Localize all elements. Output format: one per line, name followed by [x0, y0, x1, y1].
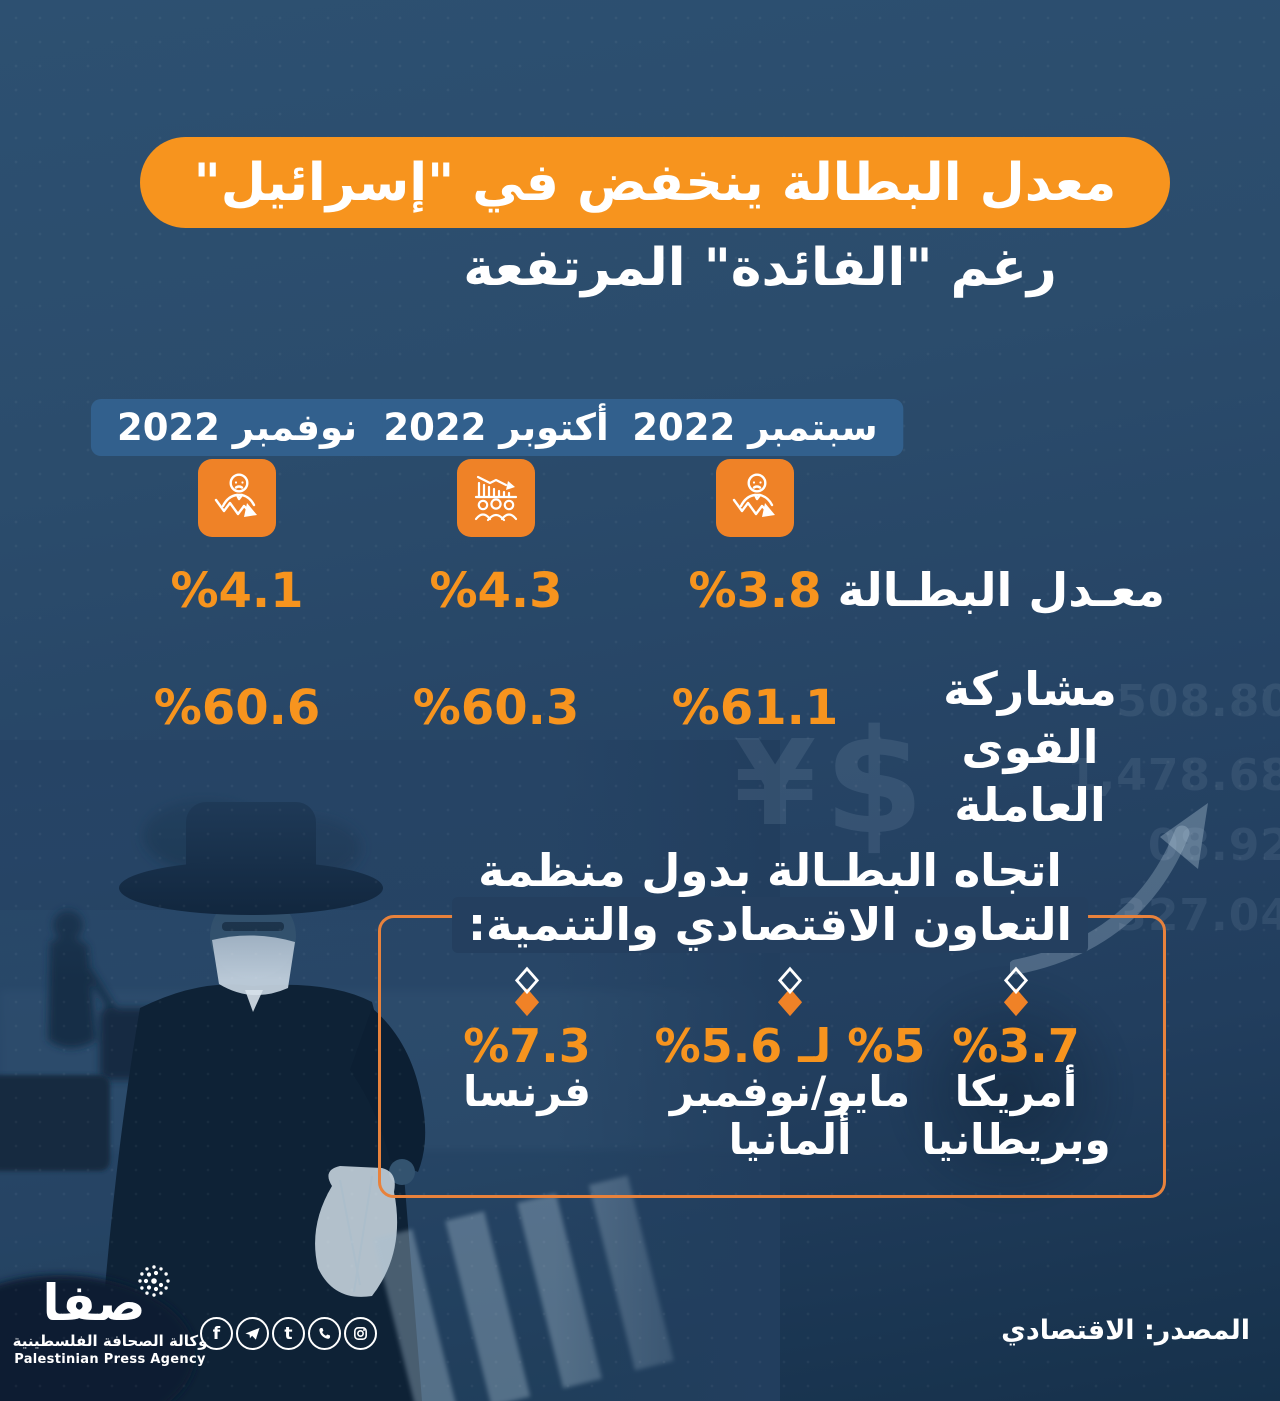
oecd-label-germany: ألمانيا: [728, 1115, 852, 1164]
telegram-icon[interactable]: [236, 1317, 269, 1350]
logo-caption-arabic: وكالة الصحافة الفلسطينية: [12, 1332, 208, 1350]
oecd-label-america: أمريكا: [954, 1067, 1078, 1116]
dollar-symbol-watermark: $: [824, 698, 925, 866]
person-decline-icon: [198, 459, 276, 537]
workforce-decline-chart-icon: [457, 459, 535, 537]
diamond-marker-icon: [510, 966, 544, 1022]
oecd-value-america-britain: %3.7: [952, 1019, 1080, 1073]
yen-symbol-watermark: ¥: [734, 714, 817, 852]
oecd-label-period-germany: مايو/نوفمبر: [669, 1067, 911, 1116]
diamond-marker-icon: [999, 966, 1033, 1022]
oecd-heading-line2: التعاون الاقتصادي والتنمية:: [452, 897, 1088, 953]
participation-november: %60.6: [153, 680, 321, 736]
bags-silhouette: [0, 1275, 195, 1401]
whatsapp-icon[interactable]: [308, 1317, 341, 1350]
street-photo-background: [0, 740, 780, 1401]
source-credit: المصدر: الاقتصادي: [1001, 1315, 1250, 1346]
ticker-number: 1,478.68: [1066, 750, 1280, 801]
month-badge-september: سبتمبر 2022: [606, 399, 904, 456]
unemployment-rate-november: %4.1: [170, 563, 304, 619]
suitcase-silhouette: [0, 1075, 110, 1171]
oecd-label-britain: وبريطانيا: [921, 1115, 1111, 1164]
oecd-label-france: فرنسا: [463, 1067, 591, 1116]
hand: [389, 1159, 415, 1185]
plastic-bag: [315, 1166, 398, 1297]
ticker-number: 508.80: [1116, 676, 1280, 727]
collar: [245, 990, 263, 1012]
tumblr-icon[interactable]: t: [272, 1317, 305, 1350]
person-decline-icon: [716, 459, 794, 537]
instagram-icon[interactable]: [344, 1317, 377, 1350]
diamond-marker-icon: [773, 966, 807, 1022]
title-pill: معدل البطالة ينخفض في "إسرائيل": [140, 137, 1170, 228]
safa-agency-logo: صفا: [42, 1265, 170, 1330]
unemployment-rate-september: %3.8: [688, 563, 822, 619]
oecd-heading-line1: اتجاه البطـالة بدول منظمة: [478, 844, 1062, 897]
oecd-value-france: %7.3: [463, 1019, 591, 1073]
logo-caption-english: Palestinian Press Agency: [14, 1352, 206, 1367]
growth-arrow-watermark: [1010, 803, 1208, 975]
logo-arabic-text: صفا: [42, 1274, 145, 1330]
title-text: معدل البطالة ينخفض في "إسرائيل": [193, 152, 1117, 213]
participation-october: %60.3: [412, 680, 580, 736]
social-icons: f t: [200, 1317, 377, 1350]
participation-september: %61.1: [671, 680, 839, 736]
month-badge-october: أكتوبر 2022: [357, 399, 635, 456]
unemployment-rate-label: معـدل البطـالة: [837, 563, 1165, 617]
oecd-value-germany: %5 لـ %5.6: [654, 1019, 926, 1073]
participation-label: مشاركة القوى العاملة: [943, 662, 1117, 832]
subtitle: رغم "الفائدة" المرتفعة: [463, 238, 1057, 298]
facebook-icon[interactable]: f: [200, 1317, 233, 1350]
ticker-number: 08.92: [1147, 820, 1280, 871]
arm: [350, 1008, 426, 1172]
logo-dots: [138, 1265, 170, 1297]
month-badge-november: نوفمبر 2022: [90, 399, 384, 456]
unemployment-rate-october: %4.3: [429, 563, 563, 619]
